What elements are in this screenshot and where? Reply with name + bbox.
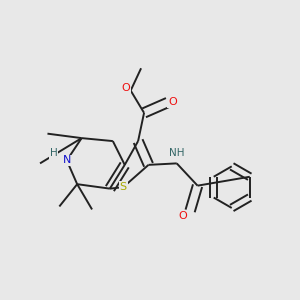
Text: O: O: [121, 82, 130, 93]
Text: O: O: [178, 211, 187, 221]
Text: O: O: [168, 98, 177, 107]
Text: NH: NH: [169, 148, 184, 158]
Text: N: N: [63, 155, 71, 165]
Text: S: S: [120, 182, 127, 192]
Text: H: H: [50, 148, 57, 158]
